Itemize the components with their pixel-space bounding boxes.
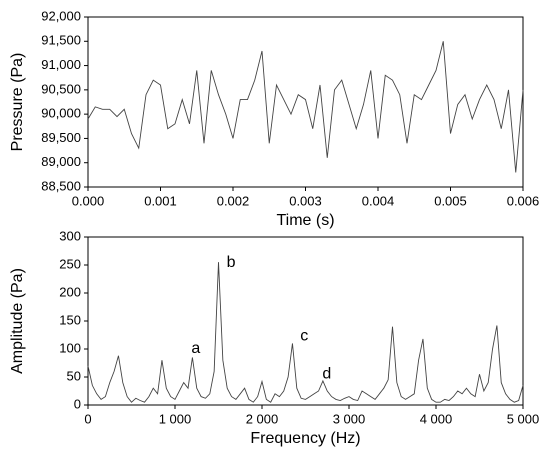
- data-line: [87, 41, 524, 173]
- y-tick-label: 250: [59, 256, 81, 271]
- y-tick-label: 92,000: [41, 8, 81, 23]
- x-tick-label: 3 000: [333, 411, 366, 426]
- y-tick-label: 88,500: [41, 178, 81, 193]
- y-tick-label: 91,500: [41, 33, 81, 48]
- x-tick-label: 0.005: [434, 193, 467, 208]
- x-tick-label: 0.000: [72, 193, 105, 208]
- x-tick-label: 0: [84, 411, 91, 426]
- y-tick-label: 91,000: [41, 57, 81, 72]
- y-tick-label: 90,000: [41, 106, 81, 121]
- y-tick-label: 150: [59, 312, 81, 327]
- plot-frame: [87, 16, 524, 188]
- plot-frame: [87, 236, 524, 406]
- x-tick-label: 0.006: [507, 193, 540, 208]
- x-tick-label: 0.004: [362, 193, 395, 208]
- data-line: [87, 262, 524, 403]
- annotation: a: [191, 340, 200, 357]
- annotation: c: [300, 327, 308, 344]
- y-tick-label: 100: [59, 340, 81, 355]
- y-tick-label: 89,500: [41, 130, 81, 145]
- x-tick-label: 0.003: [289, 193, 322, 208]
- y-axis-label: Pressure (Pa): [9, 53, 26, 152]
- annotation: b: [227, 254, 236, 271]
- y-axis-label: Amplitude (Pa): [9, 268, 26, 374]
- x-tick-label: 0.001: [144, 193, 177, 208]
- x-tick-label: 1 000: [159, 411, 192, 426]
- annotation: d: [322, 365, 331, 382]
- y-tick-label: 89,000: [41, 154, 81, 169]
- x-tick-label: 0.002: [217, 193, 250, 208]
- x-tick-label: 5 000: [507, 411, 540, 426]
- y-tick-label: 200: [59, 284, 81, 299]
- x-axis-label: Time (s): [276, 212, 334, 229]
- y-tick-label: 50: [67, 368, 81, 383]
- y-tick-label: 90,500: [41, 81, 81, 96]
- x-axis-label: Frequency (Hz): [250, 430, 360, 447]
- x-tick-label: 2 000: [246, 411, 279, 426]
- y-tick-label: 0: [74, 396, 81, 411]
- x-tick-label: 4 000: [420, 411, 453, 426]
- y-tick-label: 300: [59, 228, 81, 243]
